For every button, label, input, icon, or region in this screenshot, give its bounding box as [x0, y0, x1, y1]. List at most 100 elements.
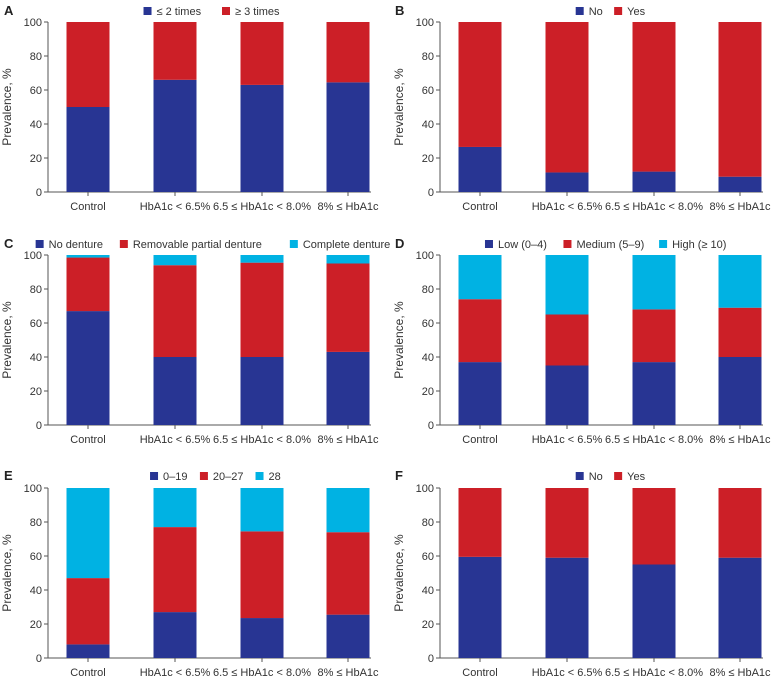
y-tick-label: 0: [428, 420, 434, 432]
y-axis-title: Prevalence, %: [392, 68, 406, 146]
x-category-label: Control: [462, 434, 497, 446]
bar-segment: [66, 578, 110, 645]
y-tick-label: 40: [30, 119, 42, 131]
panel-letter: E: [4, 468, 13, 483]
bar-segment: [326, 488, 370, 533]
x-category-label: 8% ≤ HbA1c: [709, 434, 771, 446]
y-tick-label: 80: [30, 284, 42, 296]
panel-letter: B: [395, 3, 404, 18]
bar-segment: [458, 488, 502, 557]
legend-label: Low (0–4): [498, 239, 547, 251]
bar-segment: [458, 22, 502, 147]
x-category-label: Control: [70, 434, 105, 446]
x-category-label: HbA1c < 6.5%: [532, 667, 603, 677]
y-tick-label: 20: [30, 153, 42, 165]
bar-segment: [153, 22, 197, 80]
legend-swatch: [614, 7, 623, 15]
y-tick-label: 60: [422, 318, 434, 330]
bar-segment: [153, 488, 197, 528]
y-tick-label: 80: [422, 51, 434, 63]
bar-segment: [240, 488, 284, 532]
x-category-label: HbA1c < 6.5%: [532, 201, 603, 213]
legend-swatch: [484, 240, 493, 248]
bar-segment: [240, 618, 284, 658]
y-tick-label: 60: [30, 551, 42, 563]
legend-swatch: [119, 240, 128, 248]
x-category-label: 6.5 ≤ HbA1c < 8.0%: [605, 667, 703, 677]
bar-segment: [153, 357, 197, 425]
legend-label: ≤ 2 times: [157, 6, 202, 18]
legend-label: Yes: [627, 471, 645, 483]
bar-segment: [718, 176, 762, 192]
y-tick-label: 0: [428, 653, 434, 665]
bar-segment: [153, 527, 197, 613]
legend-label: No: [589, 6, 603, 18]
y-tick-label: 100: [416, 17, 434, 29]
y-tick-label: 20: [422, 619, 434, 631]
panel-letter: F: [395, 468, 403, 483]
bar-segment: [545, 488, 589, 558]
y-tick-label: 100: [24, 483, 42, 495]
y-tick-label: 40: [30, 585, 42, 597]
y-tick-label: 40: [30, 352, 42, 364]
panel-letter: C: [4, 236, 14, 251]
bar-segment: [240, 357, 284, 425]
bar-segment: [718, 255, 762, 308]
y-tick-label: 0: [36, 420, 42, 432]
panel-letter: A: [4, 3, 14, 18]
y-tick-label: 100: [416, 483, 434, 495]
x-category-label: HbA1c < 6.5%: [532, 434, 603, 446]
legend-swatch: [659, 240, 668, 248]
bar-segment: [718, 488, 762, 558]
legend-label: ≥ 3 times: [235, 6, 280, 18]
bar-segment: [153, 79, 197, 192]
bar-segment: [458, 299, 502, 363]
x-category-label: Control: [70, 201, 105, 213]
bar-segment: [153, 255, 197, 266]
bar-segment: [66, 255, 110, 258]
x-category-label: Control: [462, 667, 497, 677]
bar-segment: [632, 171, 676, 192]
x-category-label: 8% ≤ HbA1c: [317, 434, 379, 446]
x-category-label: 6.5 ≤ HbA1c < 8.0%: [213, 201, 311, 213]
y-tick-label: 100: [24, 250, 42, 262]
bar-segment: [632, 488, 676, 565]
legend-label: 28: [269, 471, 281, 483]
bar-segment: [718, 307, 762, 357]
legend-swatch: [575, 472, 584, 480]
y-tick-label: 0: [36, 653, 42, 665]
bar-segment: [240, 255, 284, 263]
bar-segment: [326, 255, 370, 264]
y-tick-label: 60: [422, 551, 434, 563]
legend-label: High (≥ 10): [672, 239, 726, 251]
bar-segment: [66, 22, 110, 107]
y-tick-label: 80: [30, 517, 42, 529]
bar-segment: [66, 107, 110, 192]
legend-label: 20–27: [213, 471, 244, 483]
x-category-label: 8% ≤ HbA1c: [709, 667, 771, 677]
x-category-label: HbA1c < 6.5%: [140, 201, 211, 213]
bar-segment: [153, 265, 197, 357]
bar-segment: [718, 557, 762, 658]
legend-swatch: [289, 240, 298, 248]
legend-swatch: [199, 472, 208, 480]
y-tick-label: 100: [24, 17, 42, 29]
y-tick-label: 100: [416, 250, 434, 262]
legend-swatch: [222, 7, 230, 15]
bar-segment: [66, 488, 110, 579]
x-category-label: 8% ≤ HbA1c: [709, 201, 771, 213]
y-tick-label: 80: [422, 517, 434, 529]
bar-segment: [66, 644, 110, 658]
y-axis-title: Prevalence, %: [392, 534, 406, 612]
legend-swatch: [255, 472, 264, 480]
x-category-label: 6.5 ≤ HbA1c < 8.0%: [213, 434, 311, 446]
bar-segment: [458, 255, 502, 300]
y-tick-label: 20: [30, 619, 42, 631]
bar-segment: [326, 22, 370, 83]
bar-segment: [240, 531, 284, 619]
bar-segment: [66, 257, 110, 312]
y-tick-label: 60: [30, 318, 42, 330]
bar-segment: [66, 311, 110, 425]
legend-label: 0–19: [163, 471, 187, 483]
